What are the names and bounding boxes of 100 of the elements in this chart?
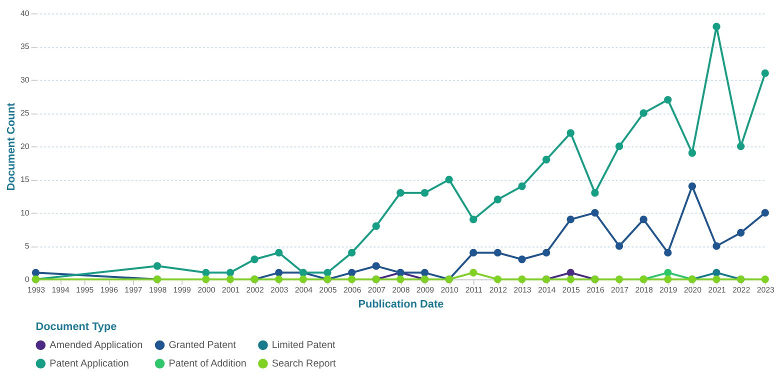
point (712, 268, 720, 276)
x-tick-label: 2012 (489, 286, 507, 295)
legend-label: Limited Patent (272, 340, 336, 352)
point (445, 176, 453, 184)
x-tick-label: 2013 (514, 286, 532, 295)
y-tick-label: 15 (20, 175, 30, 184)
x-tick-label: 2009 (416, 286, 435, 295)
point (640, 216, 648, 224)
point (591, 208, 599, 217)
point (566, 129, 574, 137)
y-tick-label: 35 (20, 42, 30, 52)
x-tick-label: 2022 (732, 286, 750, 295)
x-tick-label: 2020 (684, 286, 702, 295)
x-tick-label: 2004 (294, 286, 314, 295)
y-tick-label: 40 (20, 8, 30, 18)
y-tick-label: 10 (20, 208, 30, 218)
point (688, 149, 696, 157)
point (664, 268, 672, 276)
point (275, 275, 283, 284)
point (202, 275, 210, 284)
x-tick-label: 1998 (148, 286, 168, 295)
point (615, 142, 624, 150)
point (372, 222, 380, 230)
point (348, 268, 356, 276)
y-tick-label: 30 (20, 75, 30, 84)
y-axis-title: Document Count (5, 102, 18, 191)
point (372, 262, 380, 270)
x-tick-label: 2018 (635, 286, 654, 295)
point (542, 156, 550, 164)
point (226, 275, 234, 284)
x-tick-label: 1999 (173, 286, 192, 295)
point (615, 275, 624, 284)
point (494, 196, 502, 204)
x-tick-label: 2003 (270, 286, 289, 295)
x-axis-title: Publication Date (358, 298, 444, 311)
point (518, 275, 526, 284)
x-tick-label: 2017 (610, 286, 629, 295)
x-tick-label: 2005 (319, 286, 338, 295)
point (470, 216, 478, 224)
point (494, 248, 502, 257)
x-tick-label: 2008 (392, 286, 410, 295)
point (275, 248, 283, 257)
point (470, 248, 478, 257)
x-tick-label: 1996 (100, 286, 119, 295)
point (761, 69, 769, 78)
x-tick-label: 2021 (708, 286, 726, 295)
x-tick-label: 2010 (440, 286, 459, 295)
legend-title: Document Type (36, 320, 117, 333)
point (542, 248, 550, 257)
point (566, 275, 574, 284)
point (566, 268, 574, 276)
point (299, 275, 308, 284)
point (518, 182, 526, 190)
point (566, 216, 574, 224)
point (275, 268, 283, 276)
point (664, 275, 672, 284)
point (664, 248, 672, 257)
x-tick-label: 2019 (660, 286, 678, 295)
point (688, 182, 696, 190)
point (202, 268, 210, 276)
x-tick-label: 2011 (465, 286, 483, 295)
point (396, 189, 404, 197)
point (640, 109, 648, 117)
point (664, 96, 672, 104)
point (420, 189, 429, 197)
legend-label: Patent of Addition (168, 358, 246, 370)
point (250, 256, 258, 264)
x-tick-label: 2007 (368, 286, 386, 295)
x-tick-label: 2023 (756, 286, 776, 295)
point (712, 275, 720, 284)
y-tick-label: 0 (24, 274, 30, 284)
x-tick-label: 2015 (562, 286, 581, 295)
point (761, 208, 769, 217)
x-tick-label: 1995 (76, 286, 94, 295)
point (32, 268, 40, 276)
point (470, 268, 478, 276)
point (591, 189, 599, 197)
point (324, 268, 332, 276)
x-tick-label: 1993 (27, 286, 46, 295)
x-tick-label: 2006 (343, 286, 362, 295)
x-tick-label: 2002 (246, 286, 264, 295)
y-tick-label: 25 (20, 108, 30, 118)
y-tick-label: 20 (20, 142, 30, 151)
point (736, 142, 745, 150)
legend-label: Granted Patent (168, 340, 236, 352)
x-tick-label: 1994 (52, 286, 70, 295)
x-tick-label: 2000 (198, 286, 216, 295)
point (420, 268, 429, 276)
point (226, 268, 234, 276)
x-tick-label: 2001 (222, 286, 240, 295)
point (396, 275, 404, 284)
legend-label: Patent Application (50, 358, 129, 370)
legend-label: Amended Application (50, 340, 143, 352)
x-tick-label: 2014 (538, 286, 556, 295)
point (736, 228, 745, 237)
point (348, 248, 356, 257)
point (518, 256, 526, 264)
y-tick-label: 5 (24, 242, 30, 251)
point (712, 22, 720, 30)
x-tick-label: 2016 (586, 286, 605, 295)
